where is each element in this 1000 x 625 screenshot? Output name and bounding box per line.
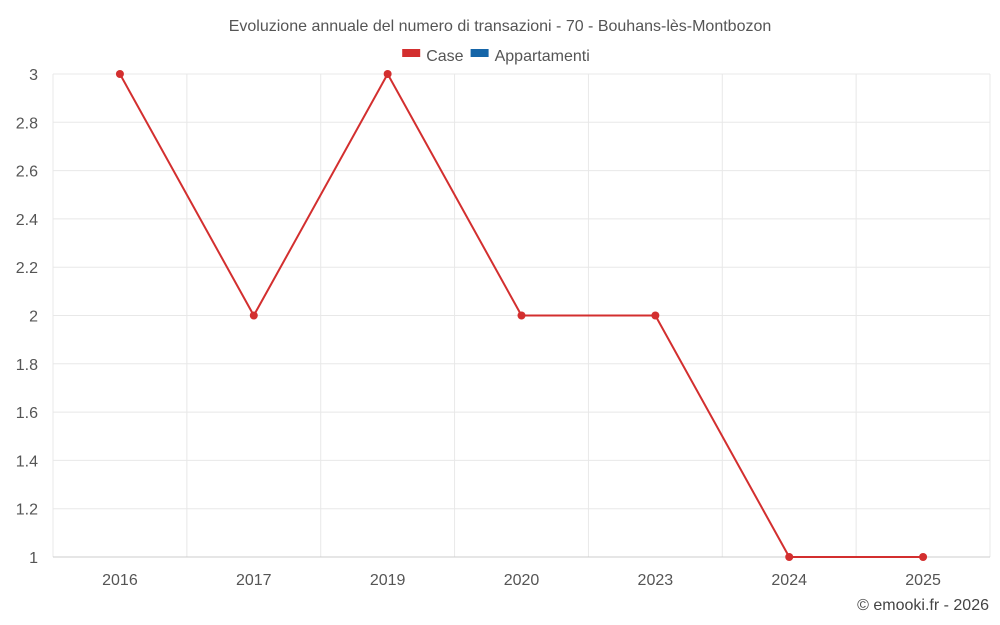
legend-label: Appartamenti	[495, 48, 590, 65]
x-gridlines	[52, 74, 991, 557]
y-tick-label: 2	[29, 309, 38, 326]
y-tick-label: 1.2	[16, 502, 38, 519]
y-tick-label: 1.8	[16, 357, 38, 374]
data-point	[115, 70, 124, 78]
y-tick-label: 1	[29, 550, 38, 567]
y-tick-label: 2.6	[16, 164, 38, 181]
x-tick-label: 2025	[905, 572, 941, 589]
x-tick-label: 2023	[638, 572, 674, 589]
y-tick-label: 2.2	[16, 260, 38, 277]
data-point	[517, 311, 526, 320]
series-layer	[115, 70, 928, 561]
data-point	[651, 311, 660, 320]
y-tick-label: 2.4	[16, 212, 38, 229]
x-tick-label: 2016	[102, 572, 138, 589]
x-tick-labels: 2016 2017 2019 2020 2023 2024 2025	[102, 572, 941, 589]
y-tick-label: 3	[29, 67, 38, 84]
y-tick-label: 1.4	[16, 453, 38, 470]
y-gridlines	[53, 73, 990, 510]
data-point	[785, 553, 794, 561]
data-point	[919, 553, 928, 561]
y-tick-label: 1.6	[16, 405, 38, 422]
x-tick-label: 2024	[771, 572, 807, 589]
credit-text: © emooki.fr - 2026	[857, 597, 989, 614]
y-tick-label: 2.8	[16, 115, 38, 132]
legend-label: Case	[426, 48, 463, 65]
legend-swatch	[470, 49, 489, 57]
x-tick-label: 2020	[504, 572, 540, 589]
x-tick-label: 2017	[236, 572, 272, 589]
data-point	[383, 70, 392, 78]
y-tick-labels: 1 1.2 1.4 1.6 1.8 2 2.2 2.4 2.6 2.8 3	[16, 67, 38, 567]
chart-title: Evoluzione annuale del numero di transaz…	[229, 18, 772, 35]
data-point	[249, 311, 258, 320]
legend: Case Appartamenti	[402, 48, 590, 65]
x-tick-label: 2019	[370, 572, 406, 589]
legend-swatch	[402, 49, 421, 57]
